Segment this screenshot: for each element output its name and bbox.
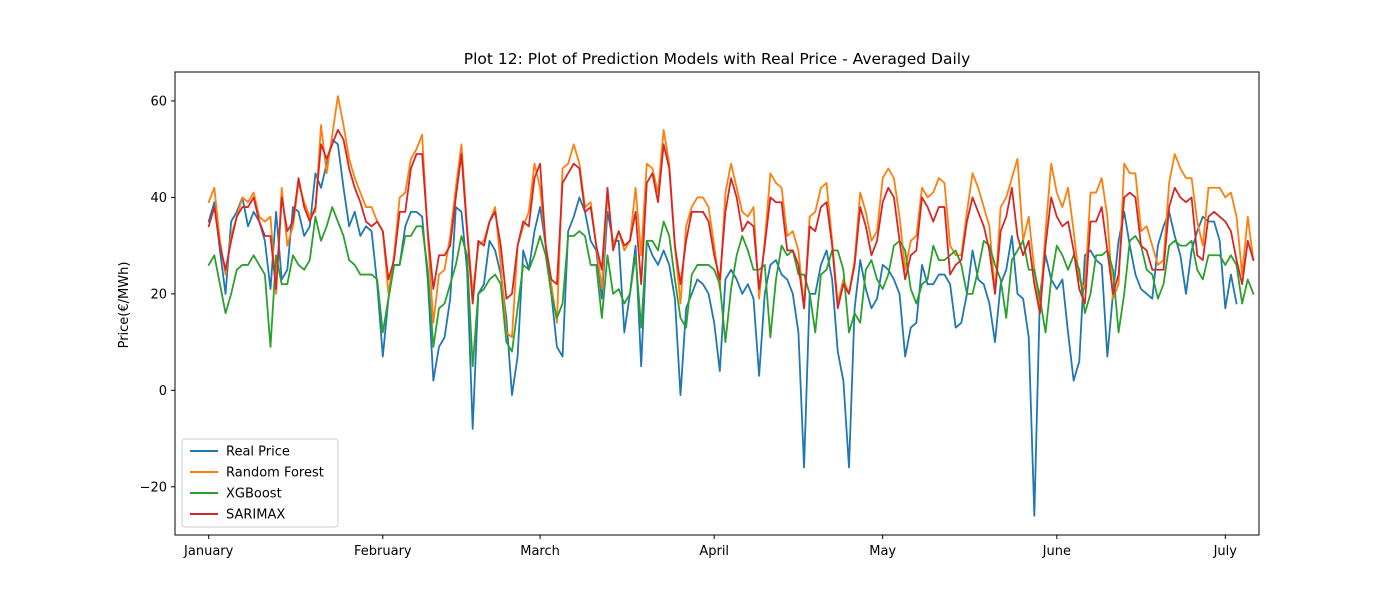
y-tick-label: 40	[150, 191, 167, 206]
x-axis-ticks: January February March April May June July	[183, 535, 1237, 559]
y-tick-label: −20	[140, 480, 167, 495]
x-tick-label: June	[1042, 544, 1071, 559]
x-tick-label: April	[699, 544, 729, 559]
y-tick-label: 60	[150, 94, 167, 109]
series-line-real-price	[207, 138, 1238, 517]
y-axis-ticks: −20 0 20 40 60	[140, 94, 175, 495]
plot-frame	[174, 71, 1260, 536]
series-line-xgboost	[207, 206, 1255, 368]
y-axis-label: Price(€/MWh)	[117, 262, 132, 349]
y-tick-label: 0	[159, 384, 167, 399]
x-tick-label: March	[520, 544, 560, 559]
series-lines	[207, 95, 1255, 517]
y-tick-label: 20	[150, 287, 167, 302]
legend-label-xgboost: XGBoost	[226, 487, 282, 502]
x-tick-label: July	[1213, 544, 1238, 559]
x-tick-label: February	[354, 544, 412, 559]
series-line-sarimax	[207, 128, 1255, 315]
legend-label-random-forest: Random Forest	[226, 466, 324, 481]
chart-title: Plot 12: Plot of Prediction Models with …	[464, 50, 971, 68]
legend: Real Price Random Forest XGBoost SARIMAX	[181, 438, 339, 528]
legend-label-sarimax: SARIMAX	[226, 508, 285, 523]
x-tick-label: January	[183, 544, 234, 559]
legend-label-real-price: Real Price	[226, 445, 290, 460]
x-tick-label: May	[869, 544, 896, 559]
legend-box	[181, 438, 339, 528]
